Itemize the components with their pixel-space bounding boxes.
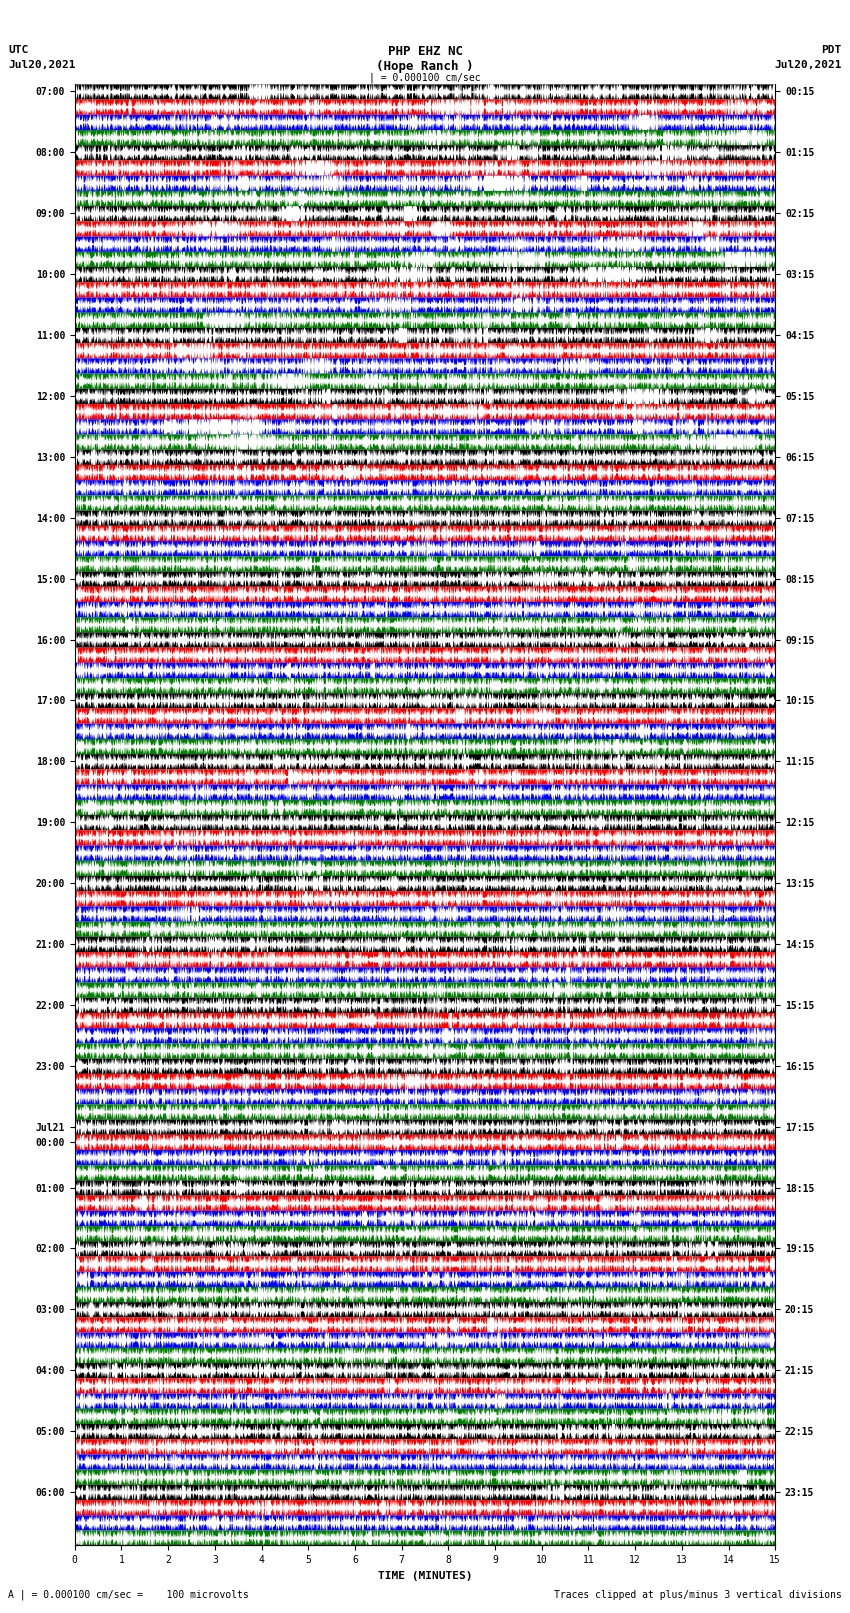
Text: UTC: UTC — [8, 45, 29, 55]
Text: PDT: PDT — [821, 45, 842, 55]
Text: A | = 0.000100 cm/sec =    100 microvolts: A | = 0.000100 cm/sec = 100 microvolts — [8, 1589, 249, 1600]
Text: (Hope Ranch ): (Hope Ranch ) — [377, 60, 473, 73]
Text: Traces clipped at plus/minus 3 vertical divisions: Traces clipped at plus/minus 3 vertical … — [553, 1590, 842, 1600]
Text: Jul20,2021: Jul20,2021 — [8, 60, 76, 69]
Text: PHP EHZ NC: PHP EHZ NC — [388, 45, 462, 58]
Text: | = 0.000100 cm/sec: | = 0.000100 cm/sec — [369, 73, 481, 84]
X-axis label: TIME (MINUTES): TIME (MINUTES) — [377, 1571, 473, 1581]
Text: Jul20,2021: Jul20,2021 — [774, 60, 842, 69]
